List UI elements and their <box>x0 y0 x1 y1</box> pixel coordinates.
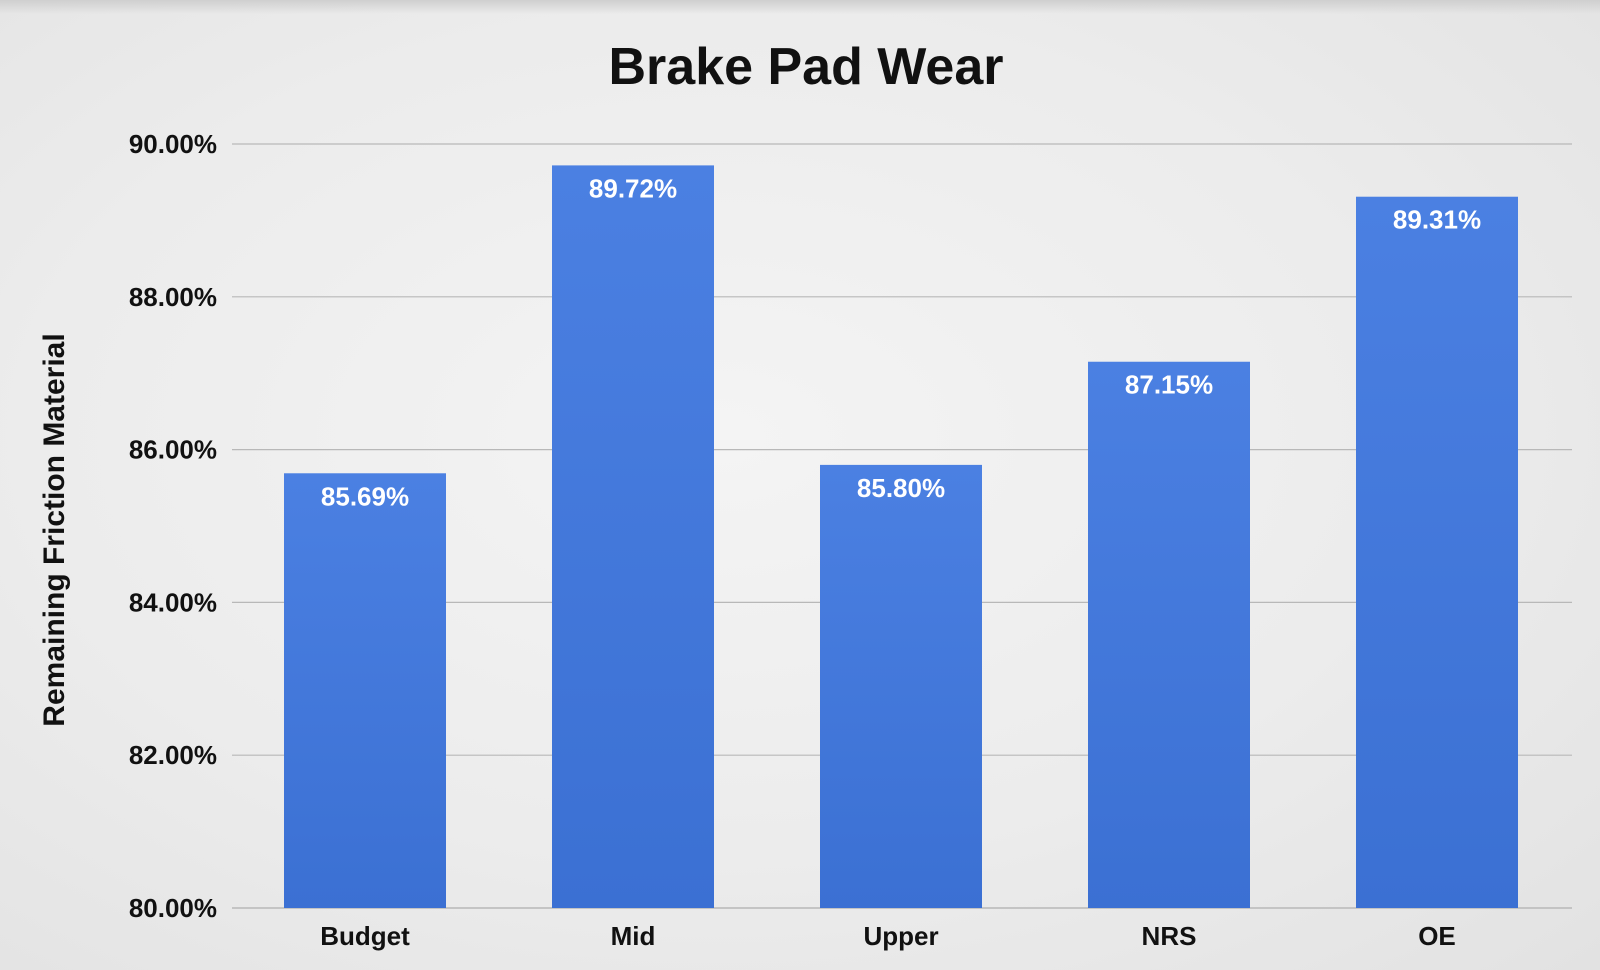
x-category-label: Mid <box>611 921 656 951</box>
y-tick-label: 90.00% <box>129 129 217 159</box>
y-tick-label: 84.00% <box>129 587 217 617</box>
bar-oe <box>1356 196 1518 908</box>
x-category-label: NRS <box>1142 921 1197 951</box>
y-axis-ticks: 80.00% 82.00% 84.00% 86.00% 88.00% 90.00% <box>129 129 217 923</box>
x-category-label: Upper <box>863 921 938 951</box>
bar-data-label: 87.15% <box>1125 370 1213 400</box>
x-category-label: Budget <box>320 921 410 951</box>
top-shade <box>0 0 1600 14</box>
y-tick-label: 86.00% <box>129 435 217 465</box>
bars <box>284 165 1518 909</box>
bar-mid <box>552 165 714 909</box>
bar-data-label: 89.72% <box>589 173 677 203</box>
bar-data-label: 89.31% <box>1393 205 1481 235</box>
bar-data-labels: 85.69% 89.72% 85.80% 87.15% 89.31% <box>321 173 1481 511</box>
y-tick-label: 82.00% <box>129 740 217 770</box>
bar-data-label: 85.69% <box>321 481 409 511</box>
bar-budget <box>284 473 446 908</box>
chart-title: Brake Pad Wear <box>608 38 1003 96</box>
x-axis-categories: Budget Mid Upper NRS OE <box>320 921 1456 951</box>
y-tick-label: 88.00% <box>129 282 217 312</box>
y-axis-label: Remaining Friction Material <box>38 333 71 726</box>
bar-nrs <box>1088 361 1250 908</box>
bar-upper <box>820 464 982 908</box>
y-tick-label: 80.00% <box>129 893 217 923</box>
bar-data-label: 85.80% <box>857 473 945 503</box>
x-category-label: OE <box>1418 921 1456 951</box>
